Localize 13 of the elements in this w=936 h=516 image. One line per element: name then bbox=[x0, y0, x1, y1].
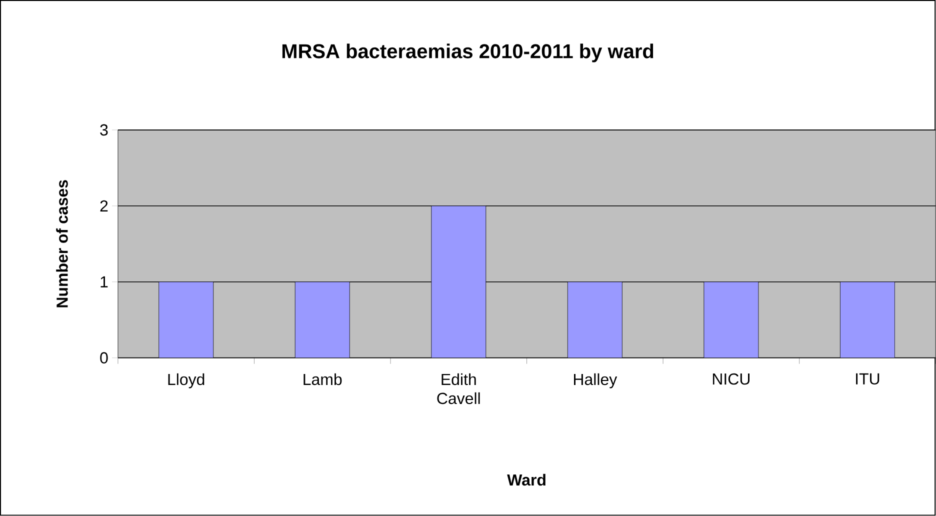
x-tick-label: NICU bbox=[712, 373, 750, 385]
x-tick-label: Lamb bbox=[304, 373, 342, 386]
x-axis-title: Ward bbox=[507, 474, 546, 486]
y-tick-label: 1 bbox=[100, 276, 108, 288]
y-tick-label: 3 bbox=[100, 124, 108, 136]
y-tick-label: 2 bbox=[100, 200, 108, 212]
y-tick-label: 0 bbox=[100, 352, 108, 364]
x-tick-label: Halley bbox=[574, 373, 618, 388]
y-axis-title: Number of cases bbox=[56, 180, 68, 308]
x-tick-label: Edith Cavell bbox=[437, 373, 480, 404]
chart-title: MRSA bacteraemias 2010-2011 by ward bbox=[282, 44, 654, 62]
x-tick-label: Lloyd bbox=[168, 373, 204, 388]
x-tick-label: ITU bbox=[856, 373, 880, 385]
